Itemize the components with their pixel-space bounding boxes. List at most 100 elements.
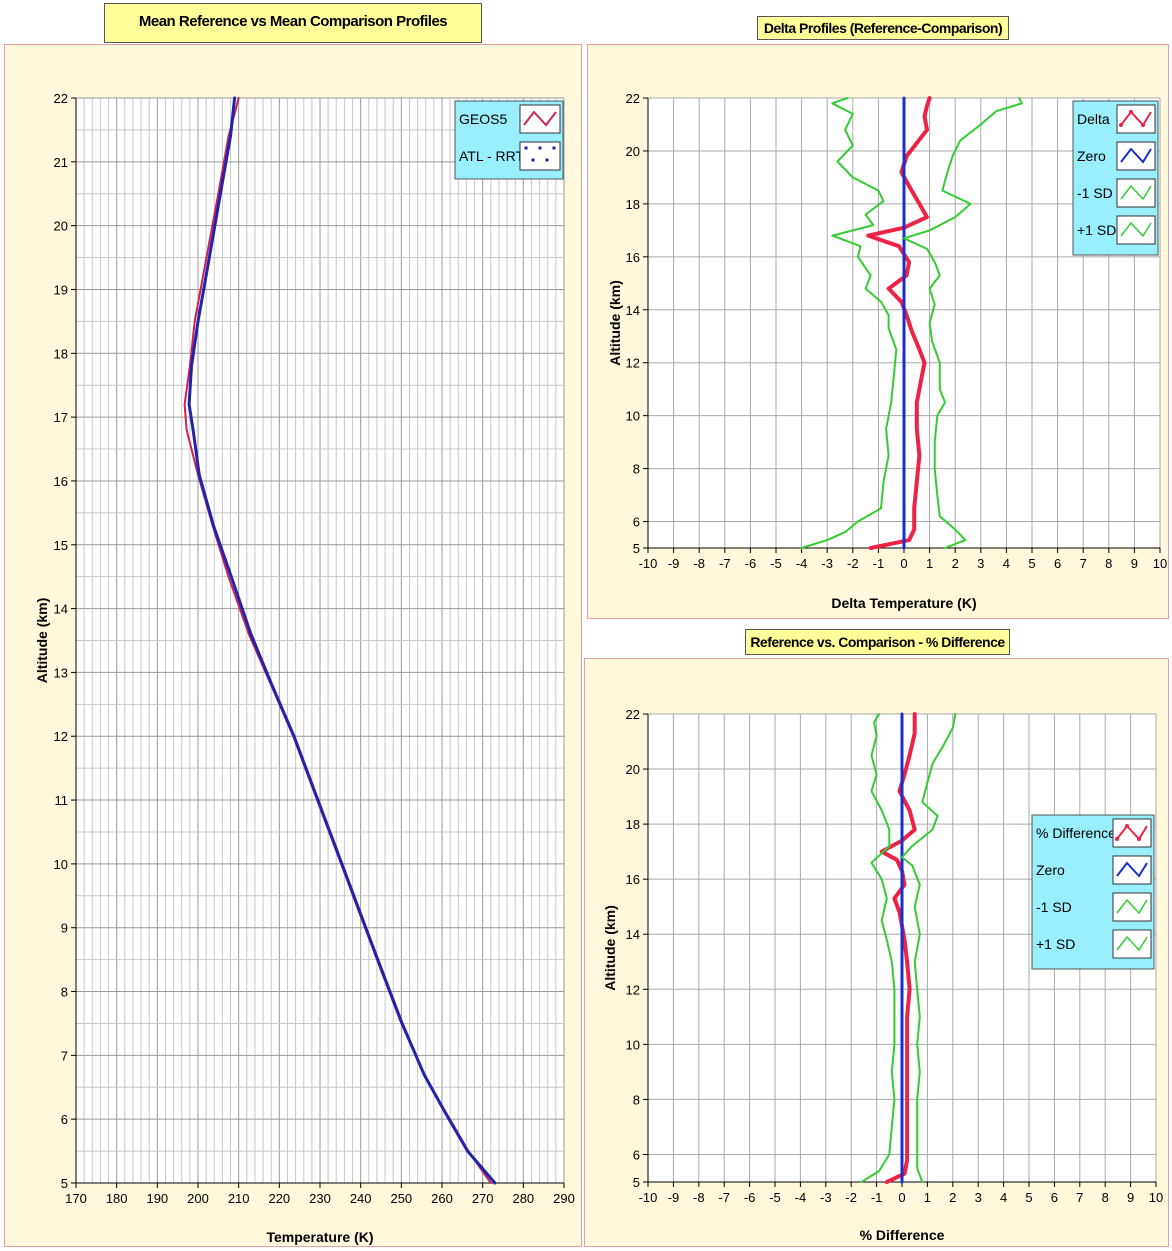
y-tick-label: 20 xyxy=(54,219,68,234)
x-tick-label: 280 xyxy=(512,1191,534,1206)
legend-swatch-box xyxy=(1112,929,1152,959)
x-tick-label: -4 xyxy=(795,1190,807,1205)
y-tick-label: 13 xyxy=(54,665,68,680)
y-tick-label: 19 xyxy=(54,282,68,297)
series-line-delta xyxy=(866,96,932,550)
x-tick-label: 190 xyxy=(146,1191,168,1206)
y-tick-label: 17 xyxy=(54,410,68,425)
legend-swatch-line xyxy=(1120,147,1152,164)
y-tick-label: 18 xyxy=(626,817,640,832)
x-tick-label: -7 xyxy=(718,1190,730,1205)
x-tick-label: 10 xyxy=(1153,556,1167,571)
x-tick-label: 8 xyxy=(1102,1190,1109,1205)
x-axis-title: Temperature (K) xyxy=(266,1229,373,1245)
x-tick-label: 4 xyxy=(1003,556,1010,571)
x-tick-label: 7 xyxy=(1080,556,1087,571)
x-tick-label: 240 xyxy=(350,1191,372,1206)
legend-swatch-box xyxy=(1112,855,1152,885)
y-tick-label: 15 xyxy=(54,538,68,553)
x-tick-label: -4 xyxy=(796,556,808,571)
y-tick-label: 8 xyxy=(633,462,640,477)
series-line-1-sd xyxy=(901,713,957,1183)
x-axis-title: Delta Temperature (K) xyxy=(831,595,976,611)
y-tick-label: 6 xyxy=(61,1112,68,1127)
x-tick-label: -3 xyxy=(820,1190,832,1205)
y-tick-label: 20 xyxy=(626,762,640,777)
y-tick-label: 14 xyxy=(626,303,640,318)
legend-swatch-line xyxy=(1120,110,1152,127)
x-tick-label: -6 xyxy=(745,556,757,571)
legend-swatch-box xyxy=(1112,818,1152,848)
x-tick-label: -1 xyxy=(873,556,885,571)
x-tick-label: 2 xyxy=(952,556,959,571)
legend-swatch-line xyxy=(1120,184,1152,201)
x-tick-label: 9 xyxy=(1131,556,1138,571)
y-tick-label: 5 xyxy=(633,1175,640,1190)
x-tick-label: 230 xyxy=(309,1191,331,1206)
x-tick-label: 0 xyxy=(898,1190,905,1205)
y-tick-label: 7 xyxy=(61,1048,68,1063)
x-tick-label: 1 xyxy=(926,556,933,571)
legend-label: +1 SD xyxy=(1036,936,1075,952)
series-line-1-sd xyxy=(800,97,898,549)
x-tick-label: -2 xyxy=(847,556,859,571)
x-tick-label: -8 xyxy=(693,1190,705,1205)
legend: % Difference Zero -1 SD +1 SD xyxy=(1031,814,1155,970)
x-tick-label: -6 xyxy=(744,1190,756,1205)
legend-label: % Difference xyxy=(1036,825,1116,841)
x-tick-label: 3 xyxy=(975,1190,982,1205)
x-tick-label: 220 xyxy=(268,1191,290,1206)
x-tick-label: 2 xyxy=(949,1190,956,1205)
legend: Delta Zero -1 SD +1 SD xyxy=(1072,100,1159,256)
legend-swatch-dot xyxy=(538,146,542,150)
legend-swatch-box xyxy=(1116,215,1156,245)
chart-1: 170 180 190 200 210 220 230 240 250 260 270 280 290 5… xyxy=(34,91,575,1245)
y-tick-label: 6 xyxy=(633,515,640,530)
x-tick-label: 9 xyxy=(1127,1190,1134,1205)
y-tick-label: 21 xyxy=(54,155,68,170)
x-tick-label: 4 xyxy=(1000,1190,1007,1205)
x-tick-label: -3 xyxy=(821,556,833,571)
y-tick-label: 5 xyxy=(633,541,640,556)
grid xyxy=(75,97,565,1184)
x-axis-title: % Difference xyxy=(860,1227,945,1243)
legend-swatch-marker xyxy=(1115,837,1119,841)
y-tick-label: 12 xyxy=(626,982,640,997)
chart-3: -10 -9 -8 -7 -6 -5 -4 -3 -2 -1 0 1 2 3 4 5 6 7 8 9 105681012… xyxy=(602,707,1163,1243)
x-tick-label: 260 xyxy=(431,1191,453,1206)
legend-swatch-line xyxy=(1116,824,1148,841)
legend-swatch-dot xyxy=(552,146,556,150)
x-tick-label: -5 xyxy=(769,1190,781,1205)
legend-label: -1 SD xyxy=(1036,899,1072,915)
pct-difference-title: Reference vs. Comparison - % Difference xyxy=(745,629,1010,655)
chart-2: -10 -9 -8 -7 -6 -5 -4 -3 -2 -1 0 1 2 3 4 5 6 7 8 9 105681012… xyxy=(607,91,1167,611)
x-tick-label: -10 xyxy=(639,556,658,571)
legend-swatch-line xyxy=(1116,935,1148,952)
legend-label: -1 SD xyxy=(1077,185,1113,201)
y-tick-label: 10 xyxy=(626,1037,640,1052)
y-tick-label: 10 xyxy=(626,409,640,424)
series-line-1-sd xyxy=(903,97,1023,549)
mean-profile-title: Mean Reference vs Mean Comparison Profil… xyxy=(104,3,482,43)
x-tick-label: -7 xyxy=(719,556,731,571)
x-tick-label: -2 xyxy=(845,1190,857,1205)
x-tick-label: -8 xyxy=(693,556,705,571)
legend-swatch-line xyxy=(1116,898,1148,915)
x-tick-label: 0 xyxy=(900,556,907,571)
legend-swatch-box xyxy=(1116,178,1156,208)
y-tick-label: 14 xyxy=(626,927,640,942)
x-tick-label: -5 xyxy=(770,556,782,571)
y-tick-label: 14 xyxy=(54,602,68,617)
x-tick-label: 3 xyxy=(977,556,984,571)
legend-label: ATL - RRT xyxy=(459,148,525,164)
x-tick-label: 8 xyxy=(1105,556,1112,571)
legend-label: Zero xyxy=(1077,148,1106,164)
y-tick-label: 20 xyxy=(626,144,640,159)
y-tick-label: 11 xyxy=(55,793,69,808)
x-tick-label: 7 xyxy=(1076,1190,1083,1205)
legend-swatch-dot xyxy=(545,158,549,162)
legend-swatch-line xyxy=(1120,221,1152,238)
series-line-1-sd xyxy=(860,713,896,1183)
y-tick-label: 16 xyxy=(54,474,68,489)
legend-swatch-box xyxy=(519,141,561,171)
